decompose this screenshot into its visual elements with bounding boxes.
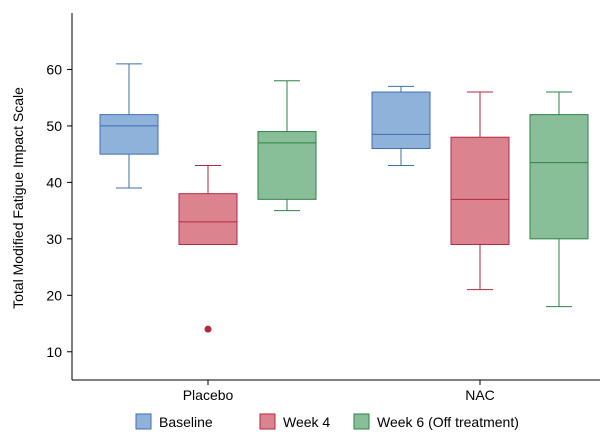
y-tick-label: 20	[46, 287, 62, 303]
axes	[71, 13, 600, 381]
y-axis-ticks: 10 20 30 40 50 60	[46, 61, 72, 360]
box-iqr	[450, 136, 510, 245]
outlier-point	[204, 325, 212, 333]
y-tick-label: 40	[46, 174, 62, 190]
legend-swatch	[353, 413, 370, 430]
box-iqr	[371, 91, 431, 150]
box-baseline-placebo	[99, 63, 159, 189]
legend-swatch	[259, 413, 276, 430]
box-week-4-nac	[450, 91, 510, 291]
box-iqr	[529, 114, 589, 240]
x-tick-label: NAC	[465, 387, 495, 403]
x-tick-label: Placebo	[183, 387, 234, 403]
legend-label: Week 4	[283, 414, 330, 430]
legend-label: Week 6 (Off treatment)	[377, 414, 519, 430]
box-week-6-off-treatment--placebo	[257, 80, 317, 212]
legend: Baseline Week 4 Week 6 (Off treatment)	[135, 413, 519, 430]
box-iqr	[178, 193, 238, 245]
legend-swatch	[135, 413, 152, 430]
box-week-6-off-treatment--nac	[529, 91, 589, 308]
box-baseline-nac	[371, 85, 431, 166]
y-tick-label: 10	[46, 344, 62, 360]
legend-label: Baseline	[159, 414, 213, 430]
y-tick-label: 60	[46, 61, 62, 77]
box-iqr	[257, 131, 317, 200]
box-week-4-placebo	[178, 164, 238, 333]
x-axis-ticks: Placebo NAC	[183, 380, 495, 403]
y-tick-label: 50	[46, 118, 62, 134]
box-iqr	[99, 114, 159, 155]
y-axis-label: Total Modified Fatigue Impact Scale	[10, 87, 26, 309]
box-series	[99, 63, 589, 333]
y-tick-label: 30	[46, 231, 62, 247]
